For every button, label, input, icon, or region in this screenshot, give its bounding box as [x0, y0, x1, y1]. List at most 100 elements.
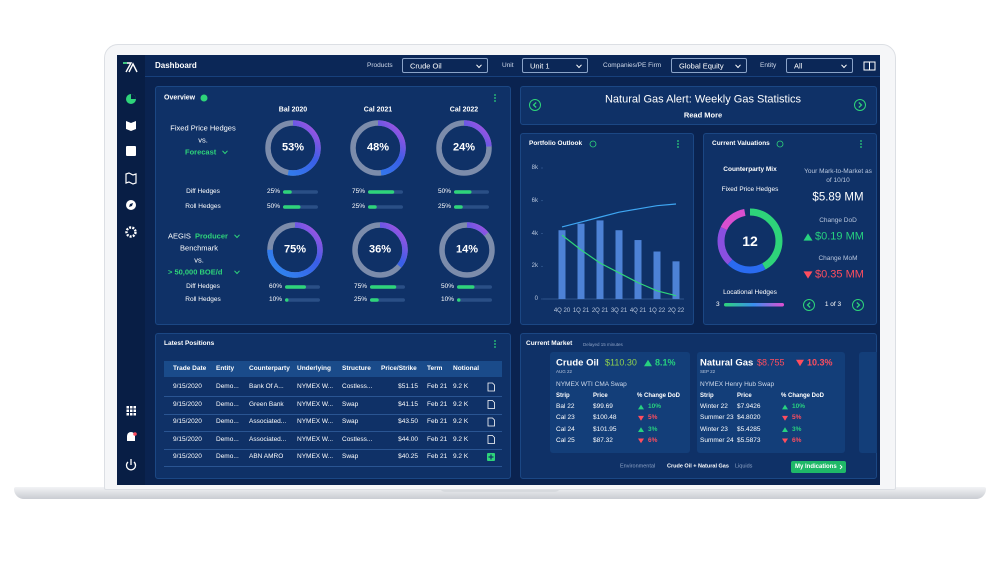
- nav-settings-icon[interactable]: [125, 226, 137, 238]
- more-menu[interactable]: [494, 100, 496, 102]
- change-value: $0.19 MM: [815, 230, 864, 243]
- table-cell: 9.2 K: [453, 435, 469, 443]
- nav-apps-icon[interactable]: [126, 413, 130, 416]
- nav-arrow-button[interactable]: [854, 99, 866, 111]
- laptop-base: [14, 487, 986, 499]
- more-menu[interactable]: [494, 340, 496, 342]
- nav-arrow-button[interactable]: [529, 99, 541, 111]
- change-cell: 5%: [648, 414, 658, 422]
- table-cell: 9/15/2020: [173, 452, 202, 460]
- more-menu[interactable]: [860, 146, 862, 148]
- table-cell: 9/15/2020: [173, 435, 202, 443]
- row-divider: [164, 396, 502, 397]
- document-icon[interactable]: [487, 400, 495, 409]
- filter-dropdown[interactable]: [522, 58, 588, 73]
- more-menu[interactable]: [494, 94, 496, 96]
- strip-cell: Summer 23: [700, 414, 734, 422]
- nav-arrow: [856, 302, 861, 308]
- chevron-down: [841, 64, 847, 69]
- market-card: [550, 352, 690, 453]
- filter-dropdown[interactable]: [402, 58, 488, 73]
- more-menu[interactable]: [494, 346, 496, 348]
- nav-apps-icon[interactable]: [130, 406, 133, 409]
- bar-label: 10%: [268, 295, 282, 303]
- group-selector[interactable]: Forecast: [185, 147, 217, 157]
- nav-apps-icon[interactable]: [130, 409, 133, 413]
- more-menu[interactable]: [494, 97, 496, 99]
- market-card: [859, 352, 877, 453]
- column-header: Structure: [342, 364, 371, 372]
- strip-cell: Cal 23: [556, 414, 575, 422]
- filter-value[interactable]: All: [794, 61, 803, 71]
- market-tab[interactable]: Crude Oil + Natural Gas: [667, 463, 729, 470]
- filter-dropdown[interactable]: [786, 58, 853, 73]
- nav-apps-icon[interactable]: [133, 406, 137, 409]
- nav-bell-icon[interactable]: [127, 432, 135, 441]
- direction-arrow: [782, 438, 788, 444]
- change-label: Change MoM: [818, 254, 858, 262]
- chart-title: Portfolio Outlook: [529, 139, 583, 147]
- logo: [123, 62, 138, 73]
- group-selector[interactable]: > 50,000 BOE/d: [168, 267, 223, 277]
- table-cell: Feb 21: [427, 435, 448, 443]
- strip-cell: Winter 23: [700, 425, 728, 433]
- direction-arrow: [638, 415, 644, 421]
- x-tick-label: 1Q 21: [572, 308, 590, 314]
- change-cell: 6%: [792, 436, 802, 444]
- document-icon[interactable]: [487, 417, 495, 427]
- document-icon[interactable]: [487, 382, 495, 392]
- market-tab[interactable]: Environmental: [620, 463, 656, 470]
- more-menu[interactable]: [860, 143, 862, 145]
- filter-value[interactable]: Global Equity: [679, 61, 724, 71]
- progress-bar: [283, 205, 301, 209]
- group-label: vs.: [198, 135, 208, 145]
- filter-value[interactable]: Unit 1: [530, 61, 550, 71]
- nav-apps-icon[interactable]: [130, 413, 133, 416]
- table-cell: Feb 21: [427, 417, 448, 425]
- locational-bar: [724, 303, 784, 307]
- group-selector[interactable]: Producer: [195, 231, 228, 241]
- more-menu[interactable]: [677, 140, 679, 142]
- nav-apps-icon[interactable]: [133, 413, 137, 416]
- filter-dropdown[interactable]: [671, 58, 747, 73]
- y-tick-label: 2k: [531, 263, 538, 270]
- market-tab[interactable]: Liquids: [735, 463, 753, 470]
- document-icon[interactable]: [487, 435, 495, 444]
- bar-label: 50%: [437, 187, 451, 195]
- column-header: Entity: [216, 364, 235, 372]
- strip-cell: Cal 24: [556, 425, 575, 433]
- more-menu[interactable]: [494, 343, 496, 345]
- more-menu[interactable]: [860, 140, 862, 142]
- nav-apps-icon[interactable]: [126, 409, 130, 413]
- nav-book-icon[interactable]: [126, 121, 136, 131]
- nav-arrow-button[interactable]: [852, 299, 864, 311]
- nav-power-icon[interactable]: [125, 459, 137, 471]
- nav-map-icon[interactable]: [125, 172, 137, 185]
- progress-bar: [368, 190, 395, 194]
- filter-label: Unit: [502, 61, 514, 69]
- filter-value[interactable]: Crude Oil: [410, 61, 442, 71]
- more-menu[interactable]: [677, 146, 679, 148]
- donut-arc: [267, 222, 323, 278]
- bar-label: 50%: [266, 202, 280, 210]
- table-cell: NYMEX W...: [297, 435, 334, 443]
- nav-apps-icon[interactable]: [126, 406, 130, 409]
- table-cell: 9/15/2020: [173, 400, 202, 408]
- more-menu[interactable]: [677, 143, 679, 145]
- column-header: % Change DoD: [637, 393, 681, 399]
- indications-button[interactable]: [791, 461, 846, 473]
- nav-arrow-button[interactable]: [803, 299, 815, 311]
- table-cell: Demo...: [216, 400, 239, 408]
- table-cell: 9/15/2020: [173, 382, 202, 390]
- nav-apps-icon[interactable]: [133, 409, 137, 413]
- column-header: Notional: [453, 364, 479, 372]
- direction-arrow: [782, 415, 788, 421]
- panel-title: Latest Positions: [164, 339, 215, 347]
- read-more-link[interactable]: Read More: [683, 110, 723, 120]
- nav-compass-needle: [129, 203, 133, 207]
- progress-bar: [370, 285, 397, 289]
- locational-count: 3: [716, 300, 720, 308]
- nav-chart-icon[interactable]: [126, 146, 136, 156]
- bar-track: [457, 298, 492, 302]
